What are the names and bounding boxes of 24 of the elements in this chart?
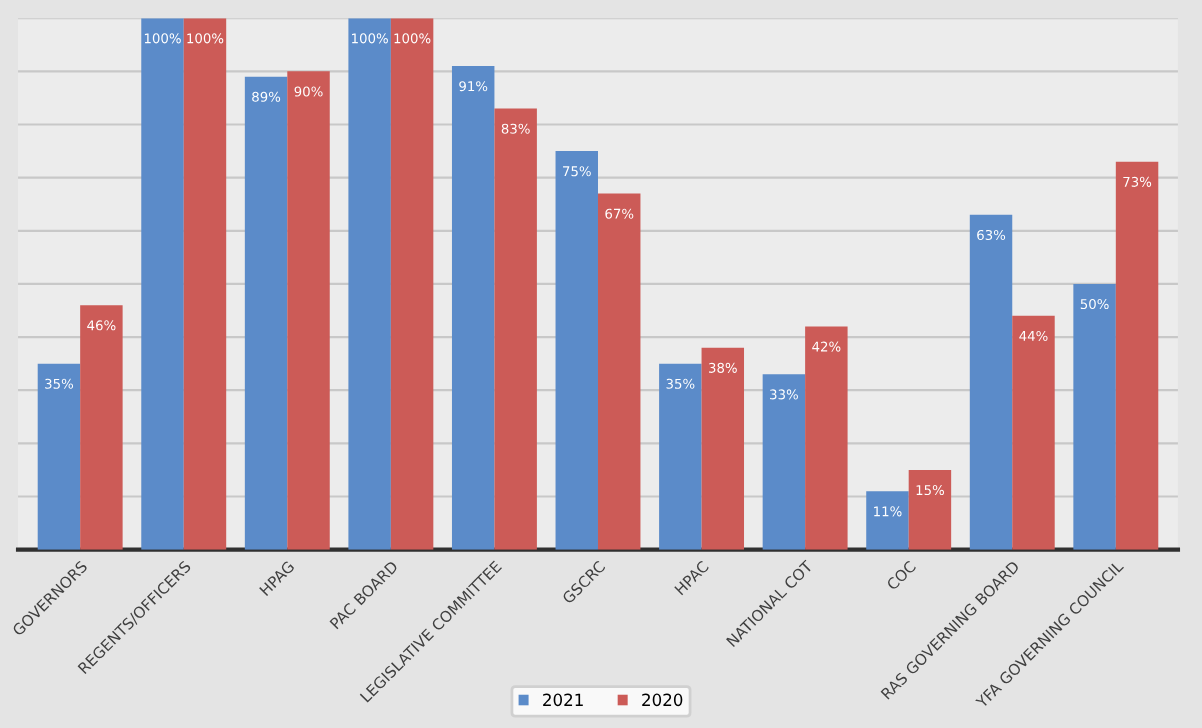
bar xyxy=(555,151,598,550)
bar xyxy=(908,469,952,550)
legend-label: 2020 xyxy=(642,693,683,707)
bar xyxy=(805,326,848,550)
bar xyxy=(244,76,288,550)
bar xyxy=(969,214,1013,550)
bar xyxy=(494,108,537,550)
legend-label: 2021 xyxy=(543,693,583,707)
bar xyxy=(141,18,184,550)
bar xyxy=(1115,161,1159,550)
bar xyxy=(866,491,909,550)
bar xyxy=(1073,283,1116,550)
bar xyxy=(287,71,330,550)
bar xyxy=(37,363,81,550)
bar xyxy=(762,374,806,550)
bar xyxy=(451,66,495,550)
bar xyxy=(659,363,702,550)
bar xyxy=(348,18,391,550)
bar xyxy=(80,305,123,550)
bar xyxy=(390,18,434,550)
bar xyxy=(183,18,227,550)
bar xyxy=(1012,315,1055,550)
bar xyxy=(701,347,745,550)
bar xyxy=(597,193,641,550)
